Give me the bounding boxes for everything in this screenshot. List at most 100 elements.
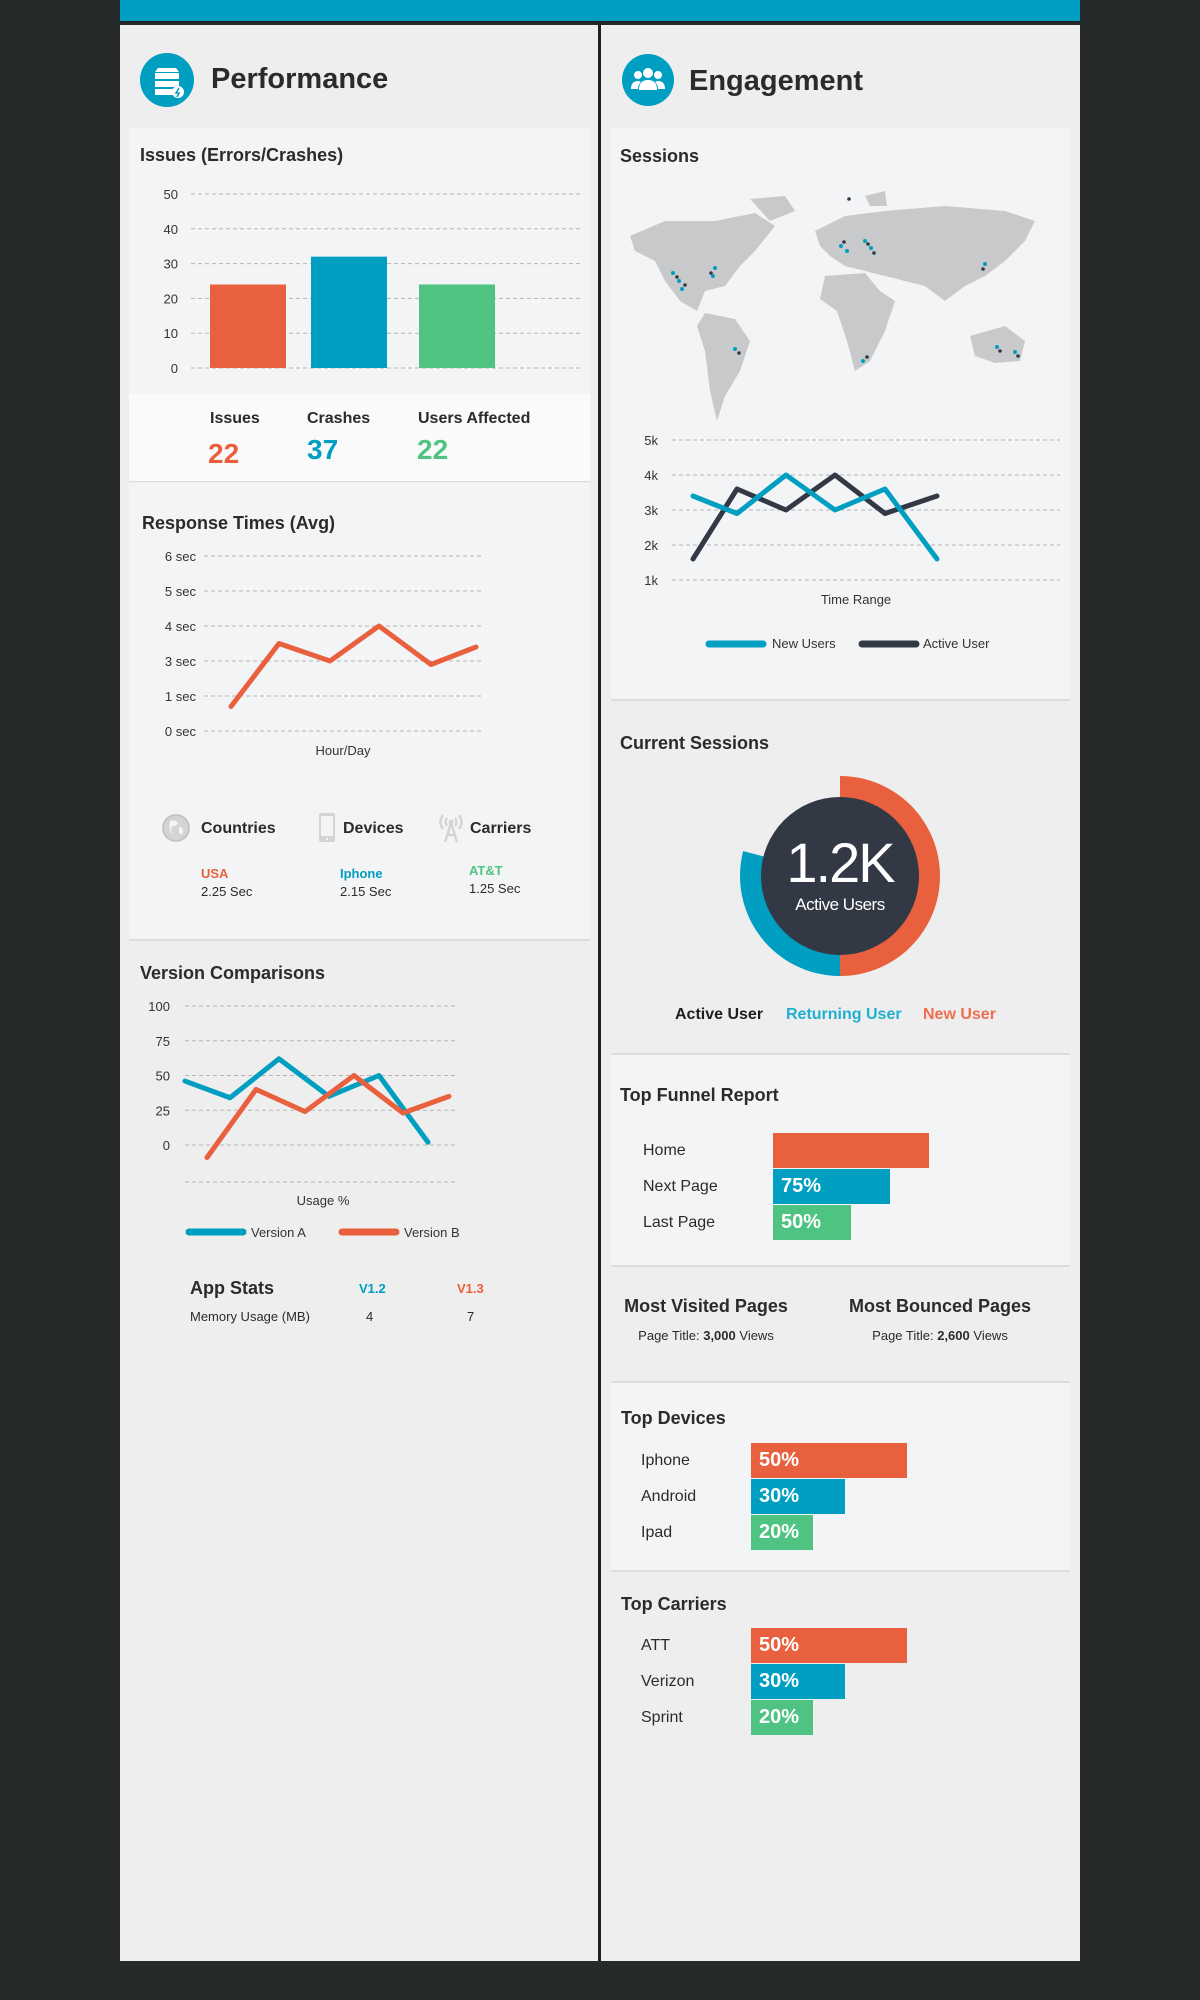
most-visited-title: Most Visited Pages <box>624 1296 788 1316</box>
sessions-y-tick: 3k <box>644 503 658 518</box>
stat-value-crashes: 37 <box>307 434 339 465</box>
returning-user-arc <box>740 851 840 976</box>
users-icon <box>622 54 674 106</box>
versions-x-label: Usage % <box>297 1193 350 1208</box>
legend-version-b-label: Version B <box>404 1225 460 1240</box>
sessions-y-tick: 2k <box>644 538 658 553</box>
legend-new-users-label: New Users <box>772 636 836 651</box>
issues-y-tick: 0 <box>171 361 178 376</box>
stat-label-users-affected: Users Affected <box>418 410 531 427</box>
funnel-row-label: Last Page <box>643 1214 716 1231</box>
response-y-tick: 6 sec <box>165 549 197 564</box>
versions-y-tick: 0 <box>163 1138 170 1153</box>
legend-active-user: Active User <box>675 1006 764 1023</box>
most-visited-suffix: Views <box>735 1328 774 1343</box>
legend-new-user: New User <box>923 1006 996 1023</box>
carrier-bar: 30% <box>751 1664 845 1699</box>
carriers-title: Top Carriers <box>621 1594 727 1614</box>
stat-value-issues: 22 <box>208 438 240 469</box>
issues-y-tick: 50 <box>164 187 178 202</box>
phone-icon <box>318 812 336 843</box>
countries-label: Countries <box>201 820 276 837</box>
world-map[interactable] <box>625 191 1058 421</box>
panel-divider <box>598 23 601 1961</box>
legend-returning-user: Returning User <box>786 1006 902 1023</box>
response-y-tick: 5 sec <box>165 584 197 599</box>
device-row-label: Iphone <box>641 1452 690 1469</box>
versions-y-tick: 50 <box>156 1069 170 1084</box>
version-b-line <box>204 1073 452 1161</box>
carrier-row-label: ATT <box>641 1637 671 1654</box>
issues-stats <box>129 394 590 481</box>
response-y-tick: 0 sec <box>165 724 197 739</box>
issues-y-tick: 20 <box>164 291 178 306</box>
device-row-label: Android <box>641 1488 697 1505</box>
devices-title: Top Devices <box>621 1408 726 1428</box>
funnel-bar: 75% <box>773 1169 890 1204</box>
issues-y-tick: 40 <box>164 222 178 237</box>
version-a-line <box>182 1056 431 1145</box>
active-user-circle <box>761 797 919 955</box>
funnel-row-label: Home <box>643 1142 686 1159</box>
device-bar: 30% <box>751 1479 845 1514</box>
issues-bar-users-affected <box>419 284 495 368</box>
versions-y-tick: 25 <box>156 1103 170 1118</box>
most-bounced-suffix: Views <box>969 1328 1008 1343</box>
response-title: Response Times (Avg) <box>142 513 336 533</box>
issues-title: Issues (Errors/Crashes) <box>140 145 344 165</box>
response-x-label: Hour/Day <box>316 743 371 758</box>
sessions-x-label: Time Range <box>821 592 891 607</box>
current-sessions-title: Current Sessions <box>620 733 770 753</box>
country-name: USA <box>201 866 229 881</box>
app-stats-col-v12: V1.2 <box>359 1281 386 1296</box>
issues-bar-issues <box>210 284 286 368</box>
carrier-row-label: Sprint <box>641 1709 683 1726</box>
carrier-time: 1.25 Sec <box>469 881 521 896</box>
issues-y-tick: 30 <box>164 257 178 272</box>
issues-y-tick: 10 <box>164 326 178 341</box>
carrier-bar: 50% <box>751 1628 907 1663</box>
stat-label-crashes: Crashes <box>307 410 371 427</box>
active-users-value: 1.2K <box>786 831 895 894</box>
app-stats-title: App Stats <box>190 1278 275 1298</box>
issues-bar-crashes <box>311 256 387 368</box>
device-bar: 50% <box>751 1443 907 1478</box>
carrier-name: AT&T <box>469 863 503 878</box>
app-stats-row-v2: 7 <box>467 1309 475 1324</box>
device-time: 2.15 Sec <box>340 884 392 899</box>
carriers-label: Carriers <box>470 820 532 837</box>
most-bounced-count: 2,600 <box>937 1328 970 1343</box>
app-stats-col-v13: V1.3 <box>457 1281 484 1296</box>
carrier-bar: 20% <box>751 1700 814 1735</box>
sessions-title: Sessions <box>620 146 700 166</box>
device-row-label: Ipad <box>641 1524 673 1541</box>
funnel-row-label: Next Page <box>643 1178 718 1195</box>
new-user-arc <box>840 776 940 976</box>
most-visited-text: Page Title: 3,000 Views <box>606 1328 806 1343</box>
stat-label-issues: Issues <box>210 410 260 427</box>
active-users-caption: Active Users <box>795 895 885 914</box>
app-stats-row-label: Memory Usage (MB) <box>190 1309 310 1324</box>
response-card <box>129 483 590 941</box>
device-bar: 20% <box>751 1515 814 1550</box>
most-bounced-title: Most Bounced Pages <box>848 1296 1032 1316</box>
device-name: Iphone <box>340 866 383 881</box>
new-users-line <box>690 472 940 562</box>
devices-label: Devices <box>343 820 404 837</box>
funnel-bar <box>773 1133 929 1168</box>
sessions-y-tick: 1k <box>644 573 658 588</box>
performance-title: Performance <box>211 63 389 95</box>
funnel-bar: 50% <box>773 1205 851 1240</box>
engagement-title: Engagement <box>689 65 864 97</box>
sessions-y-tick: 4k <box>644 468 658 483</box>
most-bounced-text: Page Title: 2,600 Views <box>830 1328 1050 1343</box>
app-stats-row-v1: 4 <box>366 1309 374 1324</box>
country-time: 2.25 Sec <box>201 884 253 899</box>
response-y-tick: 3 sec <box>165 654 197 669</box>
response-line <box>228 623 479 709</box>
legend-active-user-label: Active User <box>923 636 990 651</box>
active-user-line <box>690 472 940 562</box>
most-visited-prefix: Page Title: <box>638 1328 704 1343</box>
most-bounced-prefix: Page Title: <box>872 1328 938 1343</box>
